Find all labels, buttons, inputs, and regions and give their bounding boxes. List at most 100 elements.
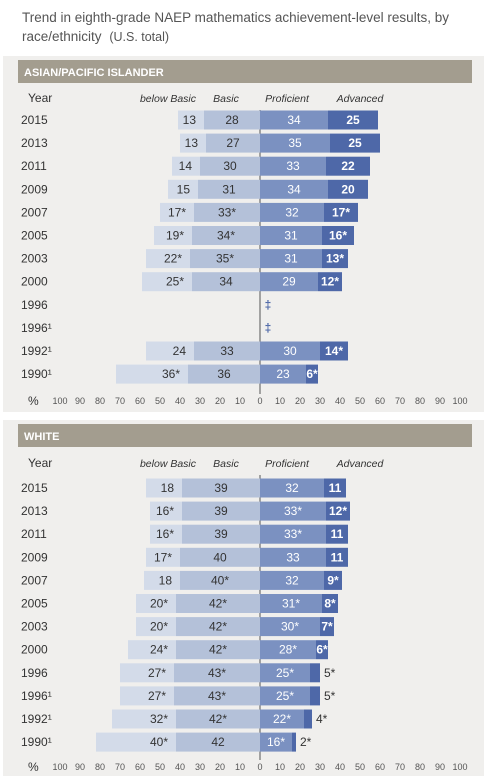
white-label-below-basic: 17*: [154, 550, 172, 564]
white-bar-advanced: [292, 732, 296, 752]
white-label-proficient: 30*: [281, 620, 299, 634]
white-axis-tick-label: 10: [275, 762, 285, 772]
asian-bar-basic: [188, 364, 260, 384]
white-label-below-basic: 18: [161, 481, 175, 495]
white-year-label: 2005: [21, 597, 48, 611]
asian-axis-tick-label: 30: [315, 396, 325, 406]
asian-year-label: 1996: [21, 298, 48, 312]
white-year-label: 2013: [21, 504, 48, 518]
white-axis-tick-label: 20: [215, 762, 225, 772]
white-bar-below-basic: [96, 732, 176, 752]
white-label-basic: 43*: [208, 689, 226, 703]
white-axis-tick-label: 30: [195, 762, 205, 772]
white-axis-tick-label: 90: [75, 762, 85, 772]
asian-year-label: 2013: [21, 136, 48, 150]
white-bar-advanced: [326, 501, 350, 521]
asian-bar-proficient: [260, 272, 318, 292]
white-header-basic: Basic: [213, 458, 239, 470]
white-label-below-basic: 24*: [150, 643, 168, 657]
asian-axis-tick-label: 80: [95, 396, 105, 406]
asian-header-advanced: Advanced: [336, 93, 385, 105]
asian-bar-advanced: [306, 364, 318, 384]
white-year-label: 2000: [21, 643, 48, 657]
white-label-basic: 40*: [211, 573, 229, 587]
white-bar-below-basic: [112, 709, 176, 729]
asian-bar-basic: [204, 110, 260, 130]
white-axis-tick-label: 80: [415, 762, 425, 772]
white-label-below-basic: 16*: [156, 504, 174, 518]
asian-label-advanced: 13*: [326, 252, 344, 266]
white-label-proficient: 25*: [276, 666, 294, 680]
white-year-label: 2003: [21, 620, 48, 634]
white-axis-tick-label: 90: [435, 762, 445, 772]
asian-label-below-basic: 25*: [166, 275, 184, 289]
white-bar-basic: [180, 547, 260, 567]
asian-label-proficient: 35: [288, 136, 302, 150]
white-bar-basic: [180, 570, 260, 590]
asian-label-basic: 35*: [216, 252, 234, 266]
white-year-label: 2009: [21, 550, 48, 564]
asian-header-basic: Basic: [213, 93, 239, 105]
asian-bar-below-basic: [116, 364, 188, 384]
white-year-label: 1990¹: [21, 735, 52, 749]
asian-bar-below-basic: [180, 133, 206, 153]
asian-axis-tick-label: 10: [235, 396, 245, 406]
white-header-advanced: Advanced: [336, 458, 385, 470]
white-label-advanced: 9*: [327, 573, 339, 587]
asian-axis-tick-label: 70: [395, 396, 405, 406]
white-label-below-basic: 20*: [150, 620, 168, 634]
white-axis-tick-label: 10: [235, 762, 245, 772]
asian-bar-basic: [200, 156, 260, 176]
white-bar-advanced: [326, 547, 348, 567]
asian-label-proficient: 34: [287, 113, 301, 127]
asian-label-basic: 34*: [217, 229, 235, 243]
white-bar-below-basic: [136, 617, 176, 637]
asian-bar-proficient: [260, 226, 322, 245]
white-bar-proficient: [260, 663, 310, 683]
white-bar-below-basic: [150, 501, 182, 521]
white-bar-proficient: [260, 478, 324, 498]
asian-bar-proficient: [260, 202, 324, 222]
asian-label-advanced: 16*: [329, 229, 347, 243]
white-bar-advanced: [310, 663, 320, 683]
asian-label-basic: 34: [219, 275, 233, 289]
asian-axis-tick-label: 60: [375, 396, 385, 406]
white-year-label: 2007: [21, 573, 48, 587]
white-axis-tick-label: 0: [257, 762, 262, 772]
asian-bar-below-basic: [146, 341, 194, 361]
white-bar-basic: [182, 524, 260, 544]
asian-label-basic: 30: [223, 159, 237, 173]
white-bar-below-basic: [150, 524, 182, 544]
white-year-label: 1996: [21, 666, 48, 680]
asian-label-advanced: 14*: [325, 344, 343, 358]
white-label-basic: 39: [214, 527, 228, 541]
asian-axis-tick-label: 50: [355, 396, 365, 406]
asian-bar-proficient: [260, 156, 326, 176]
white-label-below-basic: 20*: [150, 597, 168, 611]
white-bar-basic: [176, 617, 260, 637]
asian-year-label: 2003: [21, 252, 48, 266]
white-header-proficient: Proficient: [265, 458, 310, 470]
asian-panel-title: ASIAN/PACIFIC ISLANDER: [24, 67, 164, 79]
white-axis-tick-label: 80: [95, 762, 105, 772]
asian-bar-proficient: [260, 110, 328, 130]
white-label-basic: 39: [214, 504, 228, 518]
asian-axis-tick-label: 100: [452, 396, 467, 406]
white-axis-tick-label: 50: [355, 762, 365, 772]
white-bar-proficient: [260, 547, 326, 567]
white-label-below-basic: 16*: [156, 527, 174, 541]
white-bar-proficient: [260, 594, 322, 613]
asian-year-label: 1990¹: [21, 367, 52, 381]
white-label-advanced: 2*: [300, 735, 312, 749]
white-label-proficient: 33*: [284, 504, 302, 518]
white-year-label: 1992¹: [21, 712, 52, 726]
asian-axis-unit: %: [28, 394, 39, 408]
asian-year-label: 1996¹: [21, 321, 52, 335]
white-label-proficient: 33*: [284, 527, 302, 541]
white-bar-proficient: [260, 570, 324, 590]
white-bar-advanced: [304, 709, 312, 729]
white-bar-proficient: [260, 524, 326, 544]
white-label-proficient: 32: [285, 481, 299, 495]
white-bar-proficient: [260, 709, 304, 729]
asian-axis-tick-label: 0: [257, 396, 262, 406]
